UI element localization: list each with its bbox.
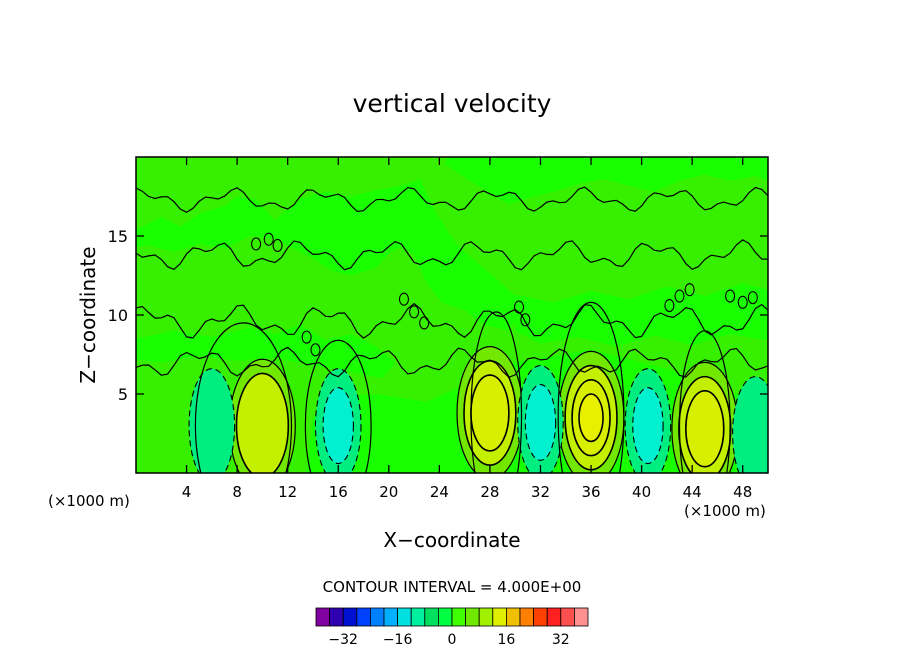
colorbar-swatch <box>369 607 385 627</box>
colorbar-tick-label: 0 <box>448 632 457 648</box>
y-tick-label: 10 <box>108 306 128 325</box>
contour-zero-mid2 <box>136 302 768 339</box>
x-tick-label: 4 <box>182 483 192 501</box>
colorbar-swatch <box>342 607 358 627</box>
contour-loop <box>398 292 410 306</box>
colorbar-swatch <box>533 607 548 627</box>
colorbar-tick-label: 16 <box>497 632 515 648</box>
colorbar-swatch <box>574 607 589 627</box>
x-tick-label: 24 <box>430 483 449 501</box>
colorbar-swatch <box>437 607 453 627</box>
field-band-upper-left <box>136 179 522 331</box>
contour-loop <box>520 313 531 327</box>
colorbar-swatch <box>560 607 575 627</box>
contour-interval-label: CONTOUR INTERVAL = 4.000E+00 <box>323 578 582 596</box>
downdraft-level <box>524 383 557 461</box>
colorbar-swatch <box>451 607 467 627</box>
contour-loop <box>664 298 675 313</box>
contour-loop <box>310 343 321 357</box>
x-tick-label: 12 <box>278 483 297 501</box>
y-axis-ticks: 5 10 15 <box>108 227 768 404</box>
contour-zero-envelope <box>470 311 523 473</box>
field-band-mid-left <box>136 324 396 379</box>
x-tick-label: 44 <box>683 483 702 501</box>
colorbar-tick-label: −16 <box>383 632 413 648</box>
contour-loop <box>301 330 312 344</box>
colorbar-tick-label: 32 <box>552 632 570 648</box>
contour-fill <box>136 157 768 473</box>
y-tick-label: 5 <box>118 385 128 404</box>
downdraft-level <box>732 376 768 473</box>
chart-title: vertical velocity <box>353 89 552 118</box>
contour-loop <box>747 291 758 305</box>
colorbar-swatch <box>465 607 480 627</box>
x-tick-label: 36 <box>581 483 600 501</box>
colorbar-swatch <box>383 607 399 627</box>
contour-zero-low <box>136 346 768 378</box>
x-tick-label: 32 <box>531 483 550 501</box>
x-unit-right: (×1000 m) <box>684 502 766 520</box>
contour-loop <box>725 289 736 303</box>
contour-zero-envelope <box>678 330 731 473</box>
downdraft-level <box>188 368 236 473</box>
contour-zero-mid <box>136 239 768 271</box>
contour-zero-envelope <box>304 339 372 473</box>
colorbar-swatch <box>478 607 494 627</box>
x-tick-label: 16 <box>329 483 348 501</box>
contour-loop <box>263 232 274 246</box>
contour-loop <box>419 316 430 330</box>
updraft-level <box>578 393 604 443</box>
contour-loop <box>409 305 420 319</box>
contour-loop <box>513 300 525 314</box>
contour-loop <box>272 238 283 253</box>
contour-loop <box>674 289 685 303</box>
colorbar-swatch <box>329 607 344 627</box>
x-tick-label: 28 <box>480 483 499 501</box>
x-axis-label: X−coordinate <box>383 528 520 552</box>
colorbar-swatch <box>424 607 439 627</box>
colorbar <box>315 607 589 627</box>
x-tick-label: 8 <box>232 483 242 501</box>
colorbar-swatch <box>397 607 412 627</box>
downdraft-level <box>632 387 664 465</box>
x-axis-ticks: 4 8 12 16 20 24 28 32 36 40 44 48 <box>182 157 752 501</box>
colorbar-tick-label: −32 <box>328 632 358 648</box>
x-tick-label: 48 <box>733 483 752 501</box>
updraft-level <box>235 372 290 473</box>
y-axis-label: Z−coordinate <box>76 246 100 383</box>
downdraft-level <box>322 387 354 465</box>
contour-lines <box>136 186 768 473</box>
field-band-upper-right <box>445 157 768 205</box>
contour-zero-envelope <box>557 301 625 473</box>
contour-loop <box>684 283 695 297</box>
x-unit-left: (×1000 m) <box>48 492 130 510</box>
contour-loop <box>737 295 748 309</box>
colorbar-swatch <box>315 607 331 627</box>
colorbar-swatch <box>356 607 371 627</box>
colorbar-swatch <box>546 607 562 627</box>
contour-loop <box>251 237 262 251</box>
contour-zero-upper <box>136 186 768 213</box>
contour-zero-envelope <box>194 322 293 473</box>
y-tick-label: 15 <box>108 227 128 246</box>
x-tick-label: 40 <box>632 483 651 501</box>
colorbar-tick-labels: −32 −16 0 16 32 <box>328 632 569 648</box>
x-tick-label: 20 <box>379 483 398 501</box>
updraft-level <box>685 390 725 468</box>
colorbar-swatch <box>505 607 521 627</box>
colorbar-swatch <box>519 607 535 627</box>
updraft-level <box>470 374 510 452</box>
colorbar-swatch <box>492 607 507 627</box>
colorbar-swatch <box>410 607 426 627</box>
